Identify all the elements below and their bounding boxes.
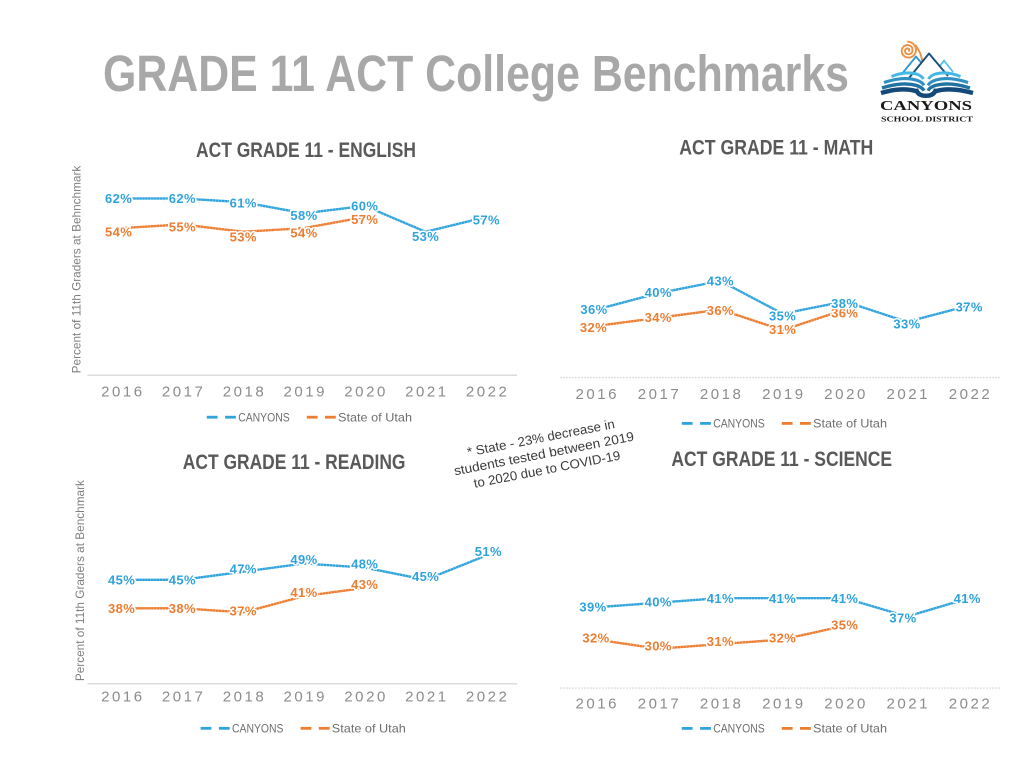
svg-text:53%: 53% bbox=[412, 229, 439, 244]
svg-text:58%: 58% bbox=[290, 208, 317, 223]
svg-text:40%: 40% bbox=[645, 285, 672, 300]
svg-text:31%: 31% bbox=[707, 634, 734, 649]
svg-text:2019: 2019 bbox=[284, 383, 325, 400]
svg-text:43%: 43% bbox=[351, 577, 378, 592]
svg-text:41%: 41% bbox=[831, 591, 858, 606]
svg-text:2021: 2021 bbox=[405, 383, 446, 400]
svg-text:37%: 37% bbox=[889, 611, 916, 626]
svg-text:2018: 2018 bbox=[223, 689, 264, 706]
svg-text:40%: 40% bbox=[645, 595, 672, 610]
svg-text:36%: 36% bbox=[707, 303, 734, 318]
svg-text:2018: 2018 bbox=[700, 386, 741, 403]
svg-text:CANYONS: CANYONS bbox=[713, 722, 765, 736]
svg-text:GRADE 11 ACT College Benchmark: GRADE 11 ACT College Benchmarks bbox=[103, 45, 849, 102]
svg-text:39%: 39% bbox=[579, 600, 606, 615]
svg-text:2017: 2017 bbox=[162, 383, 203, 400]
svg-text:2019: 2019 bbox=[284, 689, 325, 706]
svg-text:ACT GRADE 11 - SCIENCE: ACT GRADE 11 - SCIENCE bbox=[671, 447, 892, 471]
svg-text:2016: 2016 bbox=[101, 383, 142, 400]
svg-text:53%: 53% bbox=[230, 229, 257, 244]
svg-text:55%: 55% bbox=[169, 220, 196, 235]
svg-text:2020: 2020 bbox=[824, 695, 865, 712]
svg-text:30%: 30% bbox=[645, 638, 672, 653]
svg-text:45%: 45% bbox=[169, 573, 196, 588]
svg-text:48%: 48% bbox=[351, 557, 378, 572]
svg-text:32%: 32% bbox=[580, 320, 607, 335]
svg-text:SCHOOL DISTRICT: SCHOOL DISTRICT bbox=[881, 115, 973, 124]
svg-text:2021: 2021 bbox=[887, 386, 928, 403]
svg-text:ACT GRADE 11 - ENGLISH: ACT GRADE 11 - ENGLISH bbox=[196, 138, 416, 162]
svg-text:ACT GRADE 11 - READING: ACT GRADE 11 - READING bbox=[183, 450, 406, 474]
svg-text:45%: 45% bbox=[412, 569, 439, 584]
svg-text:51%: 51% bbox=[475, 544, 502, 559]
svg-text:41%: 41% bbox=[954, 591, 981, 606]
svg-text:2022: 2022 bbox=[949, 386, 990, 403]
svg-text:60%: 60% bbox=[351, 199, 378, 214]
svg-text:CANYONS: CANYONS bbox=[238, 411, 290, 425]
svg-text:37%: 37% bbox=[956, 299, 983, 314]
svg-text:2022: 2022 bbox=[466, 689, 507, 706]
svg-text:41%: 41% bbox=[290, 585, 317, 600]
svg-text:54%: 54% bbox=[105, 224, 132, 239]
svg-text:31%: 31% bbox=[769, 322, 796, 337]
svg-text:2020: 2020 bbox=[344, 383, 385, 400]
svg-text:33%: 33% bbox=[893, 317, 920, 332]
svg-text:State of Utah: State of Utah bbox=[813, 417, 887, 431]
svg-text:State of Utah: State of Utah bbox=[813, 722, 887, 736]
svg-text:2016: 2016 bbox=[101, 689, 142, 706]
svg-text:CANYONS: CANYONS bbox=[880, 99, 972, 114]
svg-text:State of Utah: State of Utah bbox=[338, 411, 412, 425]
svg-text:32%: 32% bbox=[769, 631, 796, 646]
svg-text:41%: 41% bbox=[707, 591, 734, 606]
svg-text:32%: 32% bbox=[582, 631, 609, 646]
svg-text:Percent of 11th Graders at Ben: Percent of 11th Graders at Benchmark bbox=[73, 480, 87, 681]
svg-text:2020: 2020 bbox=[344, 689, 385, 706]
svg-text:41%: 41% bbox=[769, 591, 796, 606]
svg-text:ACT GRADE 11 - MATH: ACT GRADE 11 - MATH bbox=[679, 136, 873, 160]
svg-text:2016: 2016 bbox=[576, 695, 617, 712]
svg-text:37%: 37% bbox=[230, 604, 257, 619]
svg-text:62%: 62% bbox=[105, 191, 132, 206]
svg-text:2019: 2019 bbox=[762, 386, 803, 403]
svg-text:2020: 2020 bbox=[824, 386, 865, 403]
svg-text:2021: 2021 bbox=[887, 695, 928, 712]
svg-text:57%: 57% bbox=[473, 213, 500, 228]
svg-text:62%: 62% bbox=[169, 191, 196, 206]
svg-text:38%: 38% bbox=[169, 601, 196, 616]
svg-text:57%: 57% bbox=[351, 212, 378, 227]
svg-text:47%: 47% bbox=[230, 561, 257, 576]
svg-text:2022: 2022 bbox=[949, 695, 990, 712]
svg-text:2016: 2016 bbox=[576, 386, 617, 403]
svg-text:61%: 61% bbox=[230, 195, 257, 210]
svg-text:43%: 43% bbox=[707, 274, 734, 289]
svg-text:State of Utah: State of Utah bbox=[332, 722, 406, 736]
svg-text:45%: 45% bbox=[108, 573, 135, 588]
svg-text:2018: 2018 bbox=[700, 695, 741, 712]
svg-text:34%: 34% bbox=[645, 310, 672, 325]
svg-text:Percent of 11th Graders at Beh: Percent of 11th Graders at Behnchmark bbox=[70, 166, 84, 374]
svg-text:2021: 2021 bbox=[405, 689, 446, 706]
svg-text:38%: 38% bbox=[108, 601, 135, 616]
svg-text:2017: 2017 bbox=[638, 386, 679, 403]
svg-text:2022: 2022 bbox=[466, 383, 507, 400]
svg-text:54%: 54% bbox=[290, 226, 317, 241]
svg-text:35%: 35% bbox=[769, 308, 796, 323]
svg-text:35%: 35% bbox=[831, 618, 858, 633]
svg-text:2018: 2018 bbox=[223, 383, 264, 400]
svg-text:38%: 38% bbox=[831, 296, 858, 311]
svg-text:CANYONS: CANYONS bbox=[232, 722, 284, 736]
svg-text:36%: 36% bbox=[831, 305, 858, 320]
svg-text:2017: 2017 bbox=[162, 689, 203, 706]
svg-text:36%: 36% bbox=[580, 302, 607, 317]
svg-text:2019: 2019 bbox=[762, 695, 803, 712]
svg-text:49%: 49% bbox=[290, 552, 317, 567]
svg-text:CANYONS: CANYONS bbox=[713, 417, 765, 431]
svg-text:2017: 2017 bbox=[638, 695, 679, 712]
